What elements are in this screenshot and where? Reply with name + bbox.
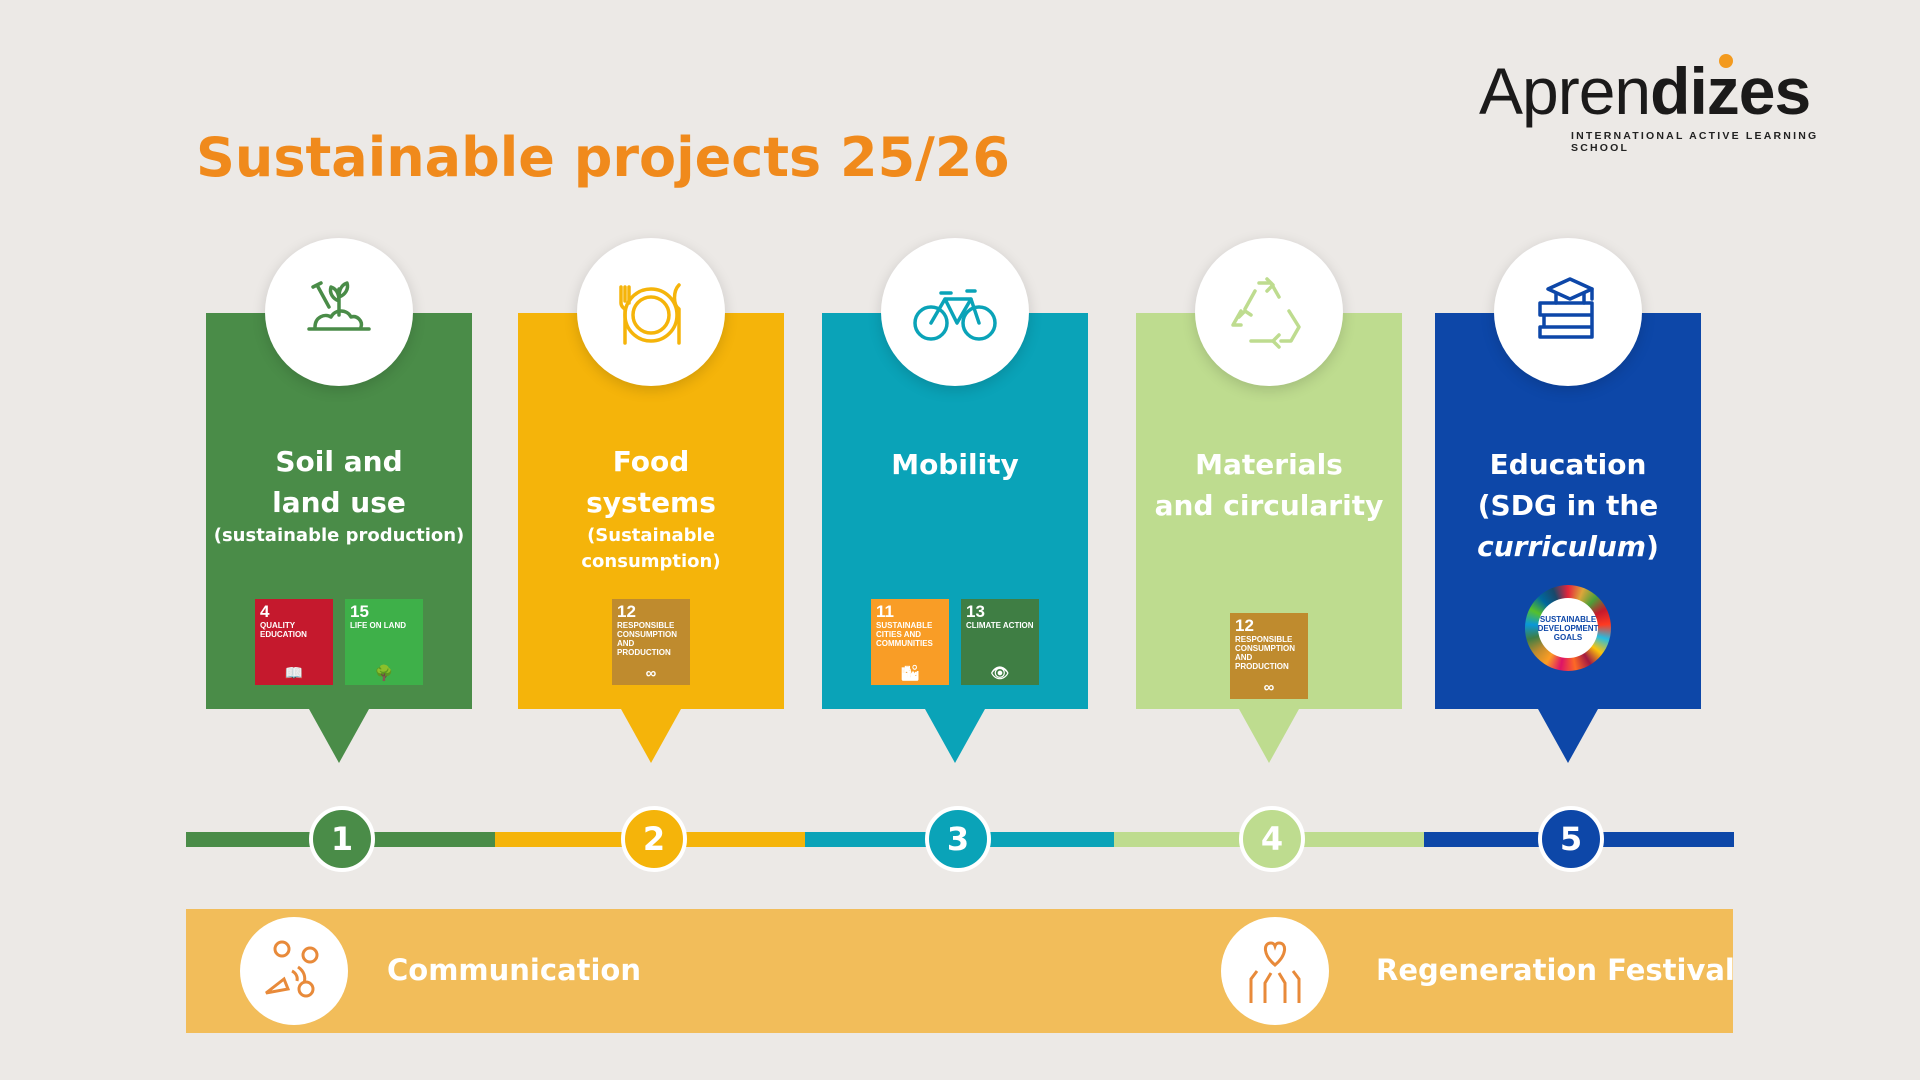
- sdg-badge-number: 15: [350, 602, 369, 621]
- sdg-badge-number: 4: [260, 602, 270, 621]
- project-subtitle: (sustainable production): [213, 525, 465, 546]
- logo-wordmark: Aprendizes: [1479, 54, 1811, 128]
- project-title: Education (SDG in the curriculum): [1435, 444, 1701, 567]
- project-title: Food systems: [518, 441, 784, 523]
- sdg-badges: 12 RESPONSIBLE CONSUMPTION AND PRODUCTION…: [518, 599, 784, 685]
- card-pointer: [1538, 709, 1598, 763]
- sdg-badge-label: LIFE ON LAND: [350, 621, 406, 630]
- page-title: Sustainable projects 25/26: [196, 126, 1011, 189]
- books-graduation-cap-icon: [1494, 238, 1642, 386]
- sdg-glyph-icon: 📖: [284, 665, 304, 682]
- step-number-4: 4: [1239, 806, 1305, 872]
- step-number-5: 5: [1538, 806, 1604, 872]
- hands-heart-icon: [1221, 917, 1329, 1025]
- sdg-badges: 12 RESPONSIBLE CONSUMPTION AND PRODUCTION…: [1136, 613, 1402, 699]
- card-pointer: [309, 709, 369, 763]
- logo-tagline: INTERNATIONAL ACTIVE LEARNING SCHOOL: [1571, 130, 1819, 154]
- sdg-badge-number: 12: [1235, 616, 1254, 635]
- project-title-line: systems: [586, 486, 716, 519]
- recycle-icon: [1195, 238, 1343, 386]
- bicycle-icon: [881, 238, 1029, 386]
- regeneration-festival-label: Regeneration Festival: [1376, 953, 1735, 987]
- sdg-badge-15: 15 LIFE ON LAND 🌳: [345, 599, 423, 685]
- sdg-badge-12: 12 RESPONSIBLE CONSUMPTION AND PRODUCTION…: [1230, 613, 1308, 699]
- project-card-3: Mobility 11 SUSTAINABLE CITIES AND COMMUN…: [822, 313, 1088, 763]
- project-title-end: ): [1646, 530, 1659, 563]
- project-title-line: Soil and: [275, 445, 403, 478]
- sdg-badge-4: 4 QUALITY EDUCATION 📖: [255, 599, 333, 685]
- logo-dot: [1719, 54, 1733, 68]
- project-title-line: land use: [272, 486, 406, 519]
- aprendizes-logo: Aprendizes INTERNATIONAL ACTIVE LEARNING…: [1479, 54, 1859, 154]
- project-title-italic: curriculum: [1477, 530, 1647, 563]
- step-number-2: 2: [621, 806, 687, 872]
- project-subtitle: (Sustainable consumption): [581, 525, 721, 572]
- sdg-badge-label: SUSTAINABLE CITIES AND COMMUNITIES: [876, 621, 933, 648]
- step-number-1: 1: [309, 806, 375, 872]
- sdg-badge-label: CLIMATE ACTION: [966, 621, 1034, 630]
- sdg-badge-label: RESPONSIBLE CONSUMPTION AND PRODUCTION: [1235, 635, 1295, 671]
- bottom-banner: [186, 909, 1733, 1033]
- sdg-wheel-label: SUSTAINABLE DEVELOPMENT GOALS: [1538, 598, 1598, 658]
- project-title-line: Education: [1489, 448, 1647, 481]
- sdg-glyph-icon: ∞: [645, 665, 657, 682]
- project-title: Mobility: [822, 444, 1088, 485]
- sdg-badge-13: 13 CLIMATE ACTION 👁: [961, 599, 1039, 685]
- sdg-badges: SUSTAINABLE DEVELOPMENT GOALS: [1435, 585, 1701, 671]
- sdg-badge-label: RESPONSIBLE CONSUMPTION AND PRODUCTION: [617, 621, 677, 657]
- project-card-4: Materials and circularity 12 RESPONSIBLE C…: [1136, 313, 1402, 763]
- plate-cutlery-icon: [577, 238, 725, 386]
- communication-label: Communication: [387, 953, 642, 987]
- card-pointer: [1239, 709, 1299, 763]
- project-title-line: Materials: [1195, 448, 1343, 481]
- sdg-glyph-icon: 👁: [990, 665, 1010, 682]
- sdg-wheel-logo: SUSTAINABLE DEVELOPMENT GOALS: [1525, 585, 1611, 671]
- project-title-line: and circularity: [1154, 489, 1384, 522]
- sdg-badge-11: 11 SUSTAINABLE CITIES AND COMMUNITIES 🏙: [871, 599, 949, 685]
- project-title: Materials and circularity: [1136, 444, 1402, 526]
- sdg-badges: 4 QUALITY EDUCATION 📖 15 LIFE ON LAND 🌳: [206, 599, 472, 685]
- sdg-badge-number: 13: [966, 602, 985, 621]
- plant-shovel-icon: [265, 238, 413, 386]
- people-megaphone-icon: [240, 917, 348, 1025]
- sdg-badge-label: QUALITY EDUCATION: [260, 621, 307, 639]
- step-number-3: 3: [925, 806, 991, 872]
- project-title-line: (SDG in the: [1477, 489, 1659, 522]
- sdg-badges: 11 SUSTAINABLE CITIES AND COMMUNITIES 🏙 13 C…: [822, 599, 1088, 685]
- sdg-badge-12: 12 RESPONSIBLE CONSUMPTION AND PRODUCTION…: [612, 599, 690, 685]
- sdg-glyph-icon: ∞: [1263, 679, 1275, 696]
- card-pointer: [621, 709, 681, 763]
- sdg-badge-number: 11: [876, 602, 894, 621]
- sdg-glyph-icon: 🏙: [900, 665, 920, 682]
- project-title: Soil and land use: [206, 441, 472, 523]
- card-pointer: [925, 709, 985, 763]
- sdg-badge-number: 12: [617, 602, 636, 621]
- project-title-line: Food: [612, 445, 690, 478]
- project-title-line: Mobility: [891, 448, 1019, 481]
- sdg-glyph-icon: 🌳: [374, 665, 394, 682]
